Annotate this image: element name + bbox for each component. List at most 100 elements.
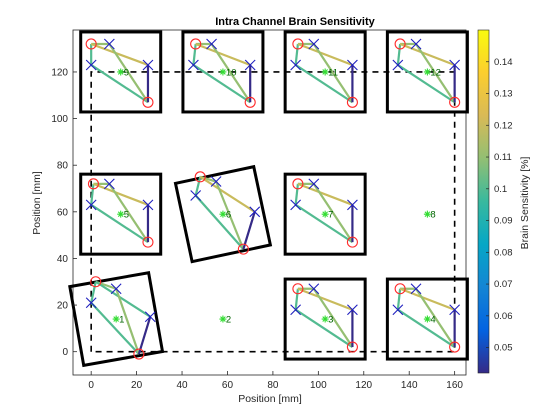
module-center-marker: [219, 210, 227, 218]
channel-line: [297, 42, 353, 66]
channel-line: [399, 42, 456, 66]
module-frame: [181, 30, 265, 114]
chart-title: Intra Channel Brain Sensitivity: [215, 16, 375, 28]
source-marker: [142, 96, 154, 108]
channel-line: [90, 183, 95, 205]
detector-marker: [142, 199, 154, 211]
channel-line: [396, 288, 402, 310]
x-tick-label: 60: [222, 380, 234, 391]
channel-line: [312, 183, 354, 243]
module-center-marker: [117, 210, 125, 218]
detector-marker: [190, 190, 202, 201]
sensor-module-8: 8: [423, 210, 436, 221]
y-tick-label: 80: [57, 161, 69, 172]
detector-marker: [103, 178, 115, 190]
module-center-marker: [321, 210, 329, 218]
channel-line: [396, 43, 402, 66]
module-frame: [283, 277, 367, 361]
module-center-marker: [321, 68, 329, 76]
colorbar-tick-label: 0.05: [494, 343, 513, 354]
source-marker: [87, 178, 99, 190]
source-marker: [237, 243, 249, 255]
channel-line: [90, 301, 140, 355]
channel-line: [312, 288, 354, 348]
x-tick-label: 120: [355, 380, 372, 391]
module-label: 6: [226, 210, 231, 221]
detector-marker: [244, 59, 256, 71]
detector-marker: [144, 311, 156, 323]
module-frame: [385, 30, 469, 114]
sensor-module-6: 6: [173, 164, 273, 264]
sensor-module-7: 7: [283, 172, 367, 256]
channel-line: [297, 182, 353, 206]
module-frame: [385, 277, 469, 361]
detector-marker: [142, 59, 154, 71]
source-marker: [142, 236, 154, 248]
module-label: 7: [328, 210, 333, 221]
source-marker: [90, 276, 102, 288]
module-label: 8: [430, 210, 435, 221]
detector-marker: [85, 297, 97, 309]
sensor-module-12: 12: [385, 30, 469, 114]
colorbar-tick-label: 0.12: [494, 120, 513, 131]
detector-marker: [347, 199, 358, 211]
channel-line: [415, 43, 456, 103]
colorbar: [477, 29, 490, 374]
channel-line: [137, 316, 152, 355]
source-marker: [449, 96, 461, 108]
channel-line: [192, 43, 197, 66]
channel-line: [210, 43, 252, 103]
x-tick-label: 40: [176, 380, 188, 391]
sensor-module-10: 10: [181, 30, 265, 114]
x-tick-label: 0: [88, 380, 94, 391]
channel-line: [192, 64, 251, 104]
channel-line: [215, 181, 245, 250]
colorbar-tick-label: 0.14: [494, 57, 513, 68]
module-center-marker: [423, 315, 431, 323]
source-marker: [449, 341, 461, 353]
channel-line: [199, 175, 256, 213]
x-axis: 0 20 40 60 80 100 120 140 160: [88, 371, 463, 391]
channel-line: [397, 308, 456, 348]
x-tick-label: 100: [310, 380, 327, 391]
channel-line: [297, 287, 353, 311]
plot-area: [72, 29, 467, 376]
module-frame: [283, 30, 367, 114]
source-marker: [292, 38, 304, 50]
y-axis: 0 20 40 60 80 100 120: [51, 67, 77, 358]
module-frame: [79, 30, 163, 114]
module-center-marker: [423, 210, 431, 218]
x-tick-label: 20: [131, 380, 143, 391]
module-frame: [79, 172, 163, 256]
channel-line: [194, 176, 202, 196]
sensor-module-4: 4: [385, 277, 469, 361]
channel-line: [294, 183, 299, 205]
channel-line: [115, 288, 140, 355]
source-marker: [292, 178, 304, 190]
detector-marker: [210, 176, 222, 187]
detector-marker: [392, 59, 404, 71]
y-tick-label: 20: [57, 301, 69, 312]
module-label: 10: [226, 67, 237, 78]
y-tick-label: 120: [51, 67, 68, 78]
detector-marker: [410, 38, 422, 50]
source-marker: [190, 38, 202, 50]
module-label: 12: [430, 67, 441, 78]
sensor-modules: 1 2 3 45 6 7 89 10 11 12: [68, 30, 469, 368]
sensor-module-2: 2: [219, 315, 231, 326]
module-center-marker: [112, 315, 120, 323]
colorbar-ticks: 0.05 0.06 0.07 0.08 0.09 0.1 0.11 0.12 0.13 0.14: [486, 57, 513, 354]
channel-line: [90, 281, 97, 303]
channel-line: [90, 203, 149, 244]
x-tick-label: 140: [401, 380, 418, 391]
detector-marker: [249, 206, 261, 218]
module-center-marker: [117, 68, 125, 76]
detector-marker: [392, 304, 404, 316]
detector-marker: [308, 38, 320, 50]
source-marker: [346, 236, 358, 248]
colorbar-tick-label: 0.1: [494, 184, 507, 195]
sensor-module-9: 9: [79, 30, 163, 114]
colorbar-tick-label: 0.07: [494, 279, 513, 290]
colorbar-tick-label: 0.13: [494, 89, 513, 100]
